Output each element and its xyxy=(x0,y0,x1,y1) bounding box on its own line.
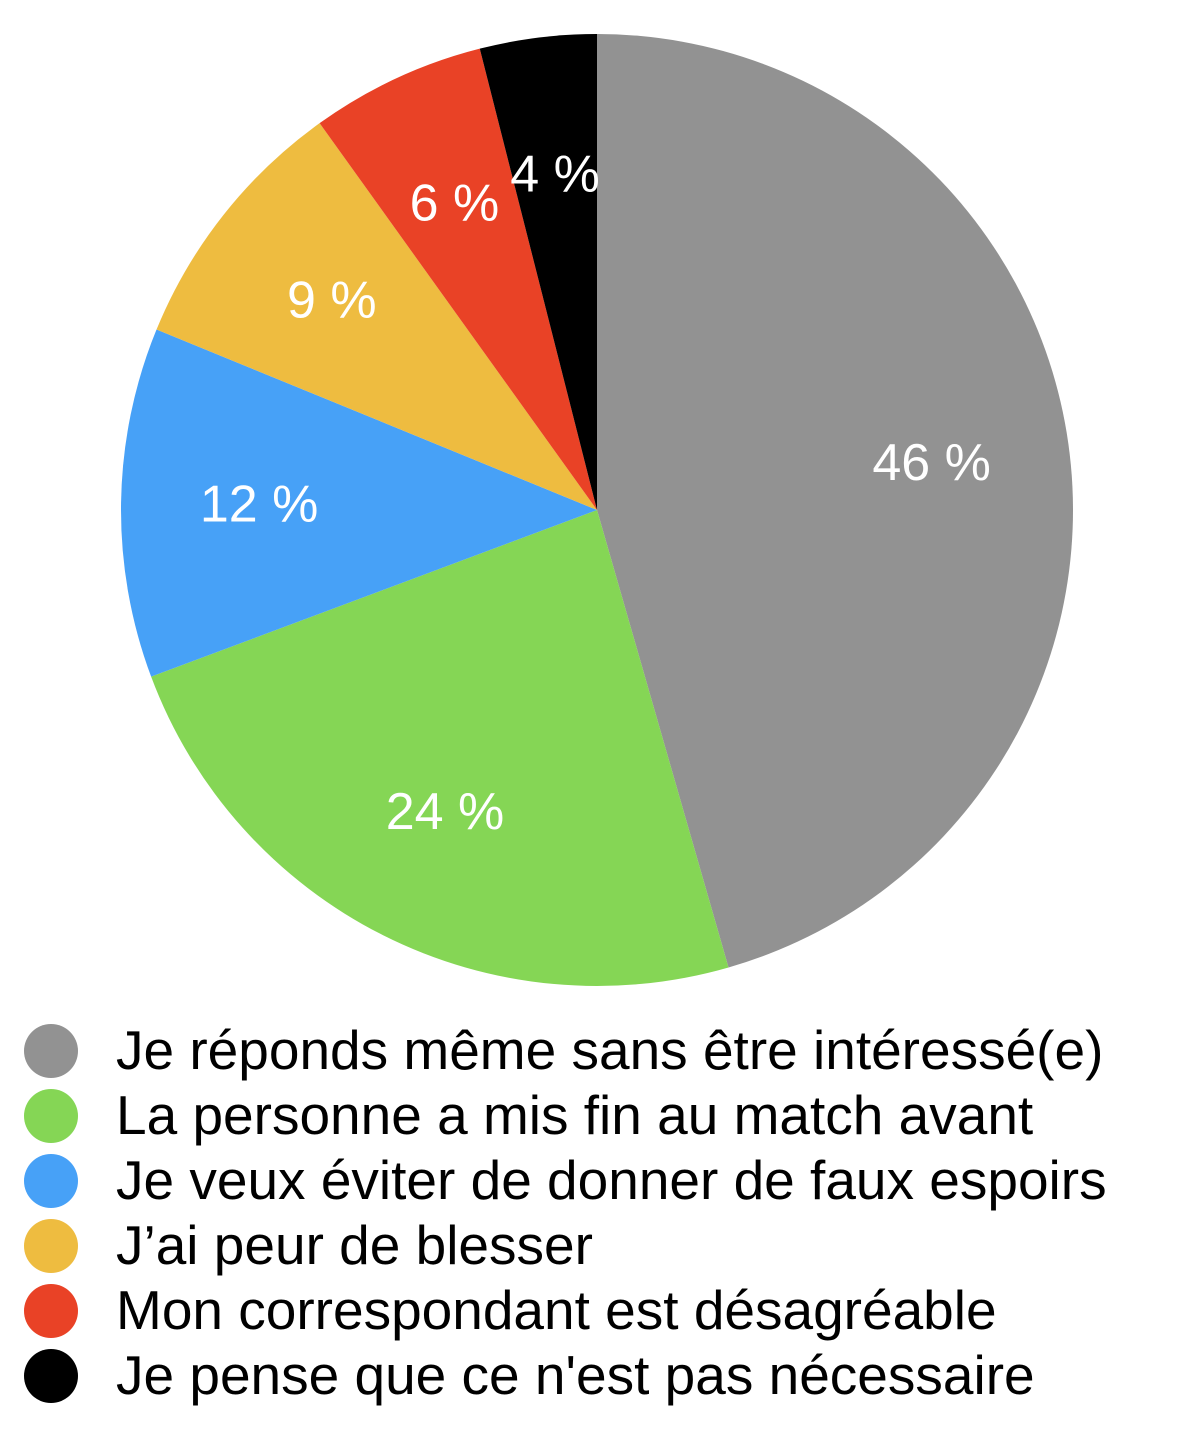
pie-slice-0 xyxy=(597,34,1074,968)
legend-label: La personne a mis fin au match avant xyxy=(116,1084,1034,1146)
slice-value-label-0: 46 % xyxy=(872,434,991,492)
slice-value-label-4: 6 % xyxy=(410,175,500,233)
pie-slice-3 xyxy=(156,123,597,510)
pie-slice-2 xyxy=(120,329,598,677)
legend-swatch xyxy=(24,1088,78,1143)
slice-value-label-1: 24 % xyxy=(386,783,505,841)
legend-item-0: Je réponds même sans être intéressé(e) xyxy=(24,1018,1189,1083)
legend-label: Je veux éviter de donner de faux espoirs xyxy=(116,1149,1107,1211)
legend-item-2: Je veux éviter de donner de faux espoirs xyxy=(24,1148,1189,1213)
legend: Je réponds même sans être intéressé(e) La… xyxy=(24,1018,1189,1408)
pie-slice-1 xyxy=(151,510,729,987)
legend-swatch xyxy=(24,1023,78,1078)
legend-label: J’ai peur de blesser xyxy=(116,1214,593,1276)
slice-value-label-3: 9 % xyxy=(287,271,377,329)
pie-slice-5 xyxy=(479,34,597,510)
legend-label: Je pense que ce n'est pas nécessaire xyxy=(116,1344,1035,1406)
legend-label: Je réponds même sans être intéressé(e) xyxy=(116,1019,1104,1081)
legend-swatch xyxy=(24,1283,78,1338)
pie-chart-svg: 46 % 24 % 12 % 9 % 6 % 4 % xyxy=(120,34,1074,987)
slice-value-label-2: 12 % xyxy=(200,476,319,534)
legend-item-4: Mon correspondant est désagréable xyxy=(24,1278,1189,1343)
legend-label: Mon correspondant est désagréable xyxy=(116,1279,997,1341)
pie-chart: 46 % 24 % 12 % 9 % 6 % 4 % xyxy=(120,34,1074,987)
legend-swatch xyxy=(24,1153,78,1208)
legend-swatch xyxy=(24,1348,78,1403)
pie-slice-4 xyxy=(319,48,597,510)
legend-item-3: J’ai peur de blesser xyxy=(24,1213,1189,1278)
legend-item-1: La personne a mis fin au match avant xyxy=(24,1083,1189,1148)
legend-item-5: Je pense que ce n'est pas nécessaire xyxy=(24,1343,1189,1408)
slice-value-label-5: 4 % xyxy=(510,146,600,204)
legend-swatch xyxy=(24,1218,78,1273)
